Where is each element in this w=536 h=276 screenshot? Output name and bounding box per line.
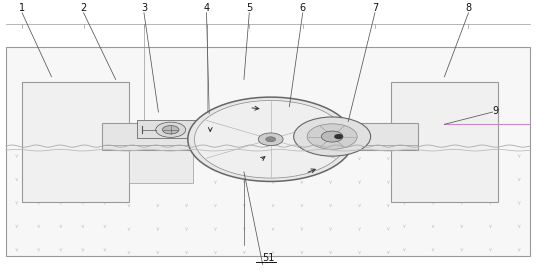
Circle shape: [258, 133, 283, 146]
Bar: [22, 82, 129, 202]
Text: 2: 2: [80, 3, 87, 13]
Bar: [6, 47, 530, 256]
Text: 4: 4: [204, 3, 210, 13]
Bar: [391, 82, 498, 202]
Bar: [129, 150, 193, 183]
Circle shape: [335, 135, 343, 139]
Circle shape: [156, 122, 185, 137]
Bar: [102, 123, 418, 150]
Bar: [137, 120, 198, 138]
Text: 5: 5: [246, 3, 252, 13]
Text: 9: 9: [493, 106, 498, 116]
Text: 1: 1: [19, 3, 25, 13]
Text: 8: 8: [465, 3, 472, 13]
Circle shape: [322, 131, 343, 142]
Circle shape: [162, 126, 179, 134]
Circle shape: [294, 117, 371, 156]
Circle shape: [307, 124, 357, 149]
Text: 7: 7: [372, 3, 378, 13]
Text: 6: 6: [300, 3, 306, 13]
Circle shape: [195, 100, 347, 178]
Circle shape: [188, 97, 354, 181]
Circle shape: [266, 137, 276, 142]
Text: 3: 3: [141, 3, 147, 13]
Text: 51: 51: [262, 253, 274, 263]
